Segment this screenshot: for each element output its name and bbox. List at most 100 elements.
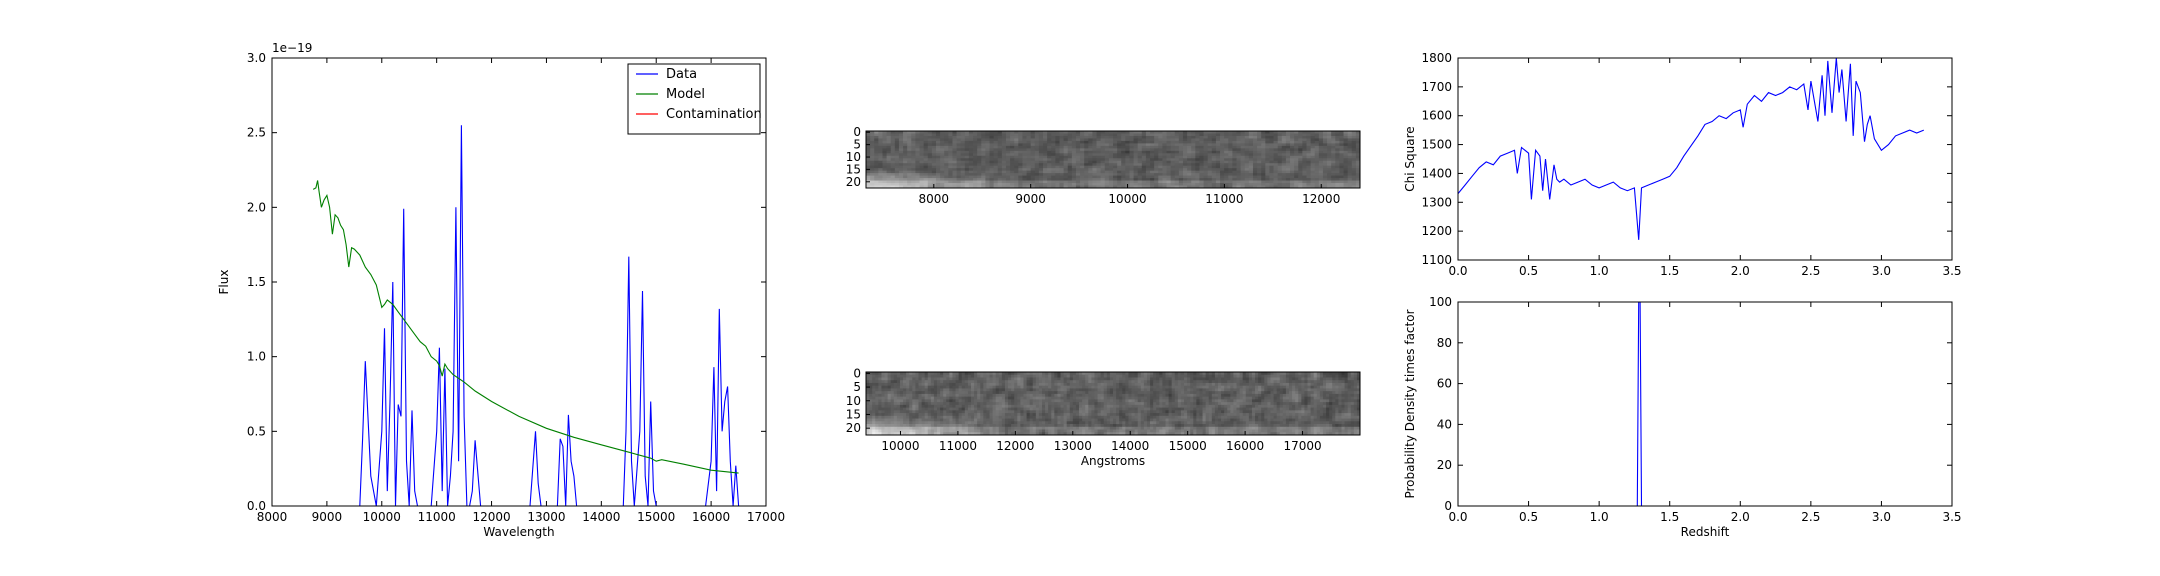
heatmap-cell [940, 148, 945, 152]
heatmap-cell [1067, 170, 1073, 174]
heatmap-cell [1282, 396, 1287, 400]
heatmap-cell [1125, 180, 1130, 184]
heatmap-cell [946, 404, 950, 409]
heatmap-cell [906, 374, 910, 378]
heatmap-cell [1071, 185, 1077, 189]
heatmap-cell [995, 396, 1000, 400]
heatmap-cell [1236, 402, 1240, 406]
heatmap-cell [1106, 388, 1111, 392]
heatmap-cell [1211, 402, 1216, 406]
heatmap-cell [1096, 165, 1102, 169]
heatmap-cell [1338, 404, 1342, 409]
heatmap-cell [1343, 153, 1349, 157]
heatmap-cell [1108, 185, 1114, 189]
heatmap-cell [1145, 145, 1151, 149]
heatmap-cell [1339, 185, 1344, 189]
heatmap-cell [1177, 380, 1182, 384]
heatmap-cell [1285, 183, 1291, 186]
heatmap-cell [964, 163, 970, 167]
heatmap-cell [1239, 372, 1244, 376]
heatmap-cell [1331, 138, 1336, 142]
heatmap-cell [1168, 402, 1173, 406]
heatmap-cell [1240, 170, 1246, 174]
heatmap-cell [1057, 385, 1061, 389]
heatmap-cell [1191, 160, 1196, 164]
heatmap-cell [973, 148, 978, 152]
heatmap-cell [1014, 185, 1019, 189]
heatmap-cell [946, 377, 950, 381]
heatmap-cell [872, 393, 876, 398]
heatmap-cell [1264, 393, 1268, 398]
heatmap-cell [983, 402, 987, 406]
heatmap-cell [1113, 388, 1117, 392]
heatmap-cell [1026, 185, 1032, 189]
heatmap-cell [1277, 160, 1283, 164]
heatmap-cell [974, 399, 978, 403]
heatmap-cell [1150, 396, 1154, 400]
heatmap-cell [989, 377, 993, 381]
heatmap-cell [1281, 175, 1287, 179]
heatmap-cell [903, 396, 907, 400]
heatmap-cell [1184, 385, 1188, 389]
heatmap-cell [1011, 393, 1015, 398]
heatmap-cell [1071, 145, 1077, 149]
y-offset-label: 1e−19 [272, 41, 312, 55]
heatmap-cell [1269, 173, 1274, 177]
heatmap-cell [1043, 180, 1048, 184]
x-tick-label: 12000 [1302, 192, 1340, 206]
heatmap-cell [1245, 382, 1250, 387]
heatmap-cell [927, 393, 932, 398]
heatmap-cell [1162, 160, 1167, 164]
heatmap-cell [1100, 145, 1106, 149]
heatmap-cell [1004, 396, 1009, 400]
heatmap-cell [1100, 374, 1105, 378]
heatmap-cell [1055, 135, 1060, 139]
heatmap-cell [1063, 140, 1069, 144]
heatmap-cell [977, 380, 981, 384]
heatmap-cell [1051, 138, 1056, 142]
heatmap-cell [1273, 148, 1279, 152]
heatmap-cell [1162, 140, 1167, 144]
x-tick-label: 16000 [692, 510, 730, 524]
heatmap-cell [1063, 402, 1068, 406]
heatmap-cell [1244, 133, 1250, 137]
heatmap-cell [1177, 399, 1182, 403]
heatmap-cell [985, 175, 990, 179]
heatmap-cell [1295, 374, 1299, 378]
heatmap-cell [1322, 185, 1328, 189]
heatmap-cell [1187, 178, 1192, 181]
heatmap-cell [1211, 391, 1216, 395]
heatmap-cell [1258, 393, 1262, 398]
heatmap-cell [1350, 382, 1355, 387]
heatmap-cell [1298, 135, 1303, 139]
heatmap-cell [1314, 145, 1320, 149]
heatmap-cell [1106, 402, 1111, 406]
heatmap-cell [1116, 393, 1120, 398]
heatmap-cell [956, 183, 962, 186]
x-axis-label: Wavelength [483, 525, 554, 539]
heatmap-cell [1057, 382, 1061, 387]
heatmap-cell [946, 385, 950, 389]
heatmap-cell [1199, 165, 1204, 169]
heatmap-cell [998, 372, 1003, 376]
heatmap-cell [894, 168, 900, 172]
heatmap-cell [1134, 388, 1139, 392]
heatmap-cell [1121, 131, 1126, 134]
heatmap-cell [944, 183, 949, 186]
heatmap-cell [1277, 178, 1283, 181]
heatmap-cell [1162, 135, 1167, 139]
heatmap-cell [1298, 393, 1302, 398]
heatmap-cell [1060, 382, 1064, 387]
heatmap-cell [1150, 393, 1154, 398]
heatmap-cell [1267, 372, 1271, 376]
heatmap-cell [1116, 385, 1120, 389]
heatmap-cell [1208, 380, 1213, 384]
heatmap-cell [1347, 158, 1353, 162]
heatmap-cell [1195, 185, 1200, 189]
heatmap-cell [1252, 131, 1258, 134]
heatmap-cell [1199, 393, 1203, 398]
heatmap-cell [1276, 380, 1281, 384]
heatmap-cell [1137, 175, 1143, 179]
heatmap-cell [1214, 385, 1219, 389]
heatmap-cell [1001, 138, 1007, 142]
